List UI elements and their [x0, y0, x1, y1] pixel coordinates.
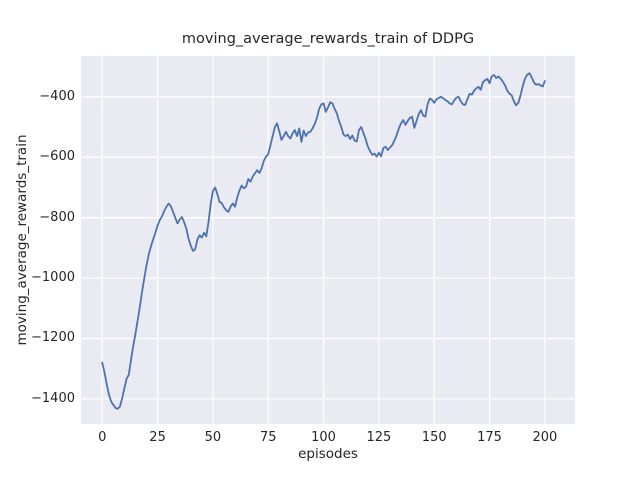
y-tick-label: −1400 — [31, 390, 75, 406]
x-tick-label: 25 — [149, 430, 166, 445]
x-tick-label: 175 — [477, 430, 502, 445]
plot-area — [81, 56, 575, 424]
x-tick-label: 100 — [311, 430, 336, 445]
data-series-line — [101, 72, 546, 410]
y-tick-label: −600 — [39, 149, 75, 165]
line-chart-svg — [81, 56, 575, 424]
x-tick-label: 50 — [204, 430, 222, 445]
x-tick-label: 0 — [98, 430, 107, 445]
y-tick-label: −1200 — [31, 330, 75, 346]
y-tick-label: −400 — [39, 88, 75, 104]
y-axis-label-text: moving_average_rewards_train — [14, 134, 30, 346]
x-tick-label: 75 — [259, 430, 277, 445]
x-tick-label: 125 — [366, 430, 392, 445]
y-tick-label: −800 — [39, 209, 75, 225]
y-tick-label: −1000 — [31, 270, 75, 286]
chart-title: moving_average_rewards_train of DDPG — [181, 31, 475, 47]
x-tick-label: 200 — [532, 430, 558, 445]
x-tick-label: 150 — [421, 430, 447, 445]
x-axis-label: episodes — [298, 446, 358, 462]
